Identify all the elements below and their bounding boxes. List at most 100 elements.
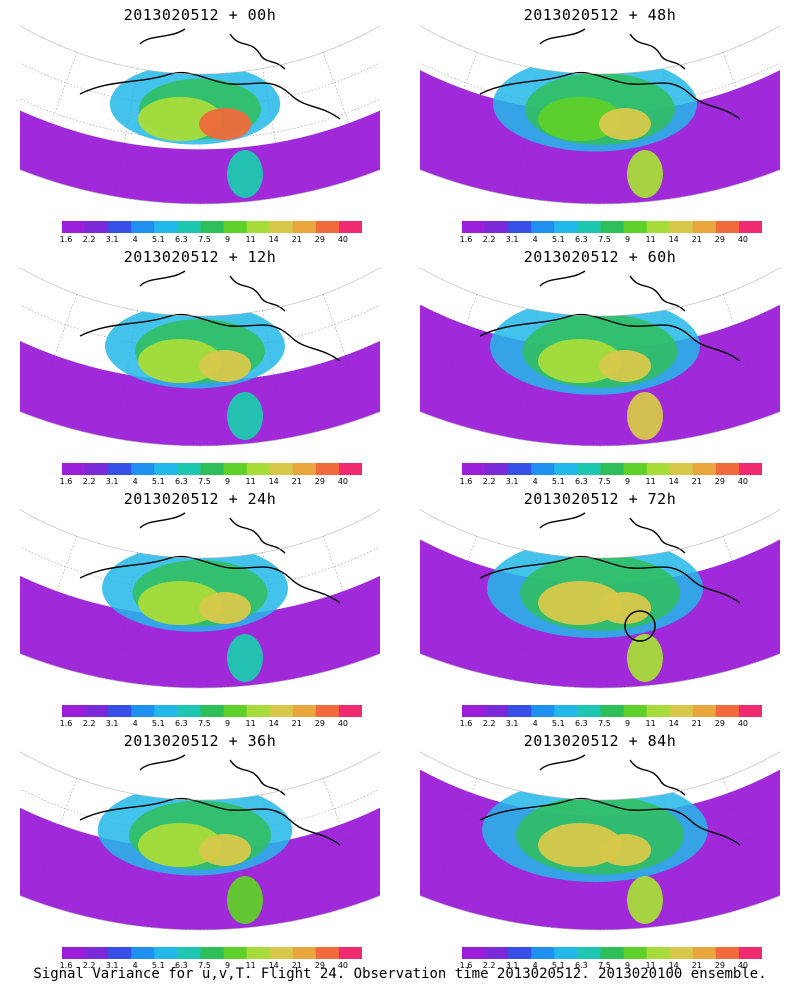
variance-field bbox=[20, 303, 380, 446]
coastline bbox=[79, 270, 341, 362]
colorbar-tick-label: 11 bbox=[645, 961, 656, 970]
forecast-panel: 2013020512 + 48h 1.6 2.2 3.1 4 5.1 6.3 7.5 9 11 14… bbox=[400, 0, 800, 246]
colorbar-tick-label: 1.6 bbox=[459, 719, 473, 728]
colorbar-swatch bbox=[85, 221, 109, 233]
colorbar-tick-label: 1.6 bbox=[459, 477, 473, 486]
colorbar-tick-label: 21 bbox=[691, 235, 702, 244]
colorbar-swatch bbox=[623, 463, 648, 475]
colorbar-swatch bbox=[485, 947, 509, 959]
colorbar-tick-label: 6.3 bbox=[175, 235, 188, 244]
colorbar-swatch bbox=[462, 463, 486, 475]
colorbar-swatch bbox=[62, 463, 86, 475]
variance-field bbox=[20, 63, 380, 204]
colorbar-swatch bbox=[85, 705, 109, 717]
colorbar-tick-label: 4 bbox=[132, 477, 138, 486]
colorbar-swatch bbox=[738, 705, 762, 717]
colorbar-tick-label: 5.1 bbox=[551, 477, 565, 486]
colorbar-tick-label: 5.1 bbox=[151, 961, 165, 970]
variance-map-60h bbox=[420, 267, 780, 447]
variance-blob bbox=[227, 876, 263, 924]
colorbar-tick-label: 7.5 bbox=[198, 719, 211, 728]
variance-blob bbox=[199, 350, 251, 382]
colorbar-tick-label: 29 bbox=[714, 477, 725, 486]
colorbar-tick-label: 40 bbox=[737, 477, 749, 486]
colorbar-tick-label: 3.1 bbox=[105, 235, 119, 244]
colorbar-swatch bbox=[531, 221, 555, 233]
colorbar-tick-label: 3.1 bbox=[505, 719, 519, 728]
variance-field bbox=[20, 784, 380, 930]
colorbar-swatch bbox=[462, 947, 486, 959]
colorbar-tick-label: 29 bbox=[314, 235, 325, 244]
colorbar-tick-label: 7.5 bbox=[598, 719, 611, 728]
colorbar-swatch bbox=[338, 221, 362, 233]
colorbar-swatch bbox=[531, 463, 555, 475]
colorbar-tick-label: 2.2 bbox=[82, 477, 96, 486]
colorbar-tick-label: 11 bbox=[245, 235, 256, 244]
coastline bbox=[479, 512, 741, 604]
coastline bbox=[79, 512, 341, 604]
colorbar-tick-label: 1.6 bbox=[59, 719, 73, 728]
colorbar-tick-label: 40 bbox=[337, 477, 349, 486]
colorbar-swatch bbox=[692, 947, 717, 959]
forecast-panel: 2013020512 + 60h 1.6 2.2 3.1 4 5.1 6.3 7.5 9 11 14… bbox=[400, 242, 800, 488]
colorbar-swatch bbox=[292, 463, 317, 475]
colorbar-tick-label: 21 bbox=[291, 235, 302, 244]
variance-blob bbox=[199, 592, 251, 624]
colorbar-tick-label: 40 bbox=[337, 961, 349, 970]
colorbar-tick-label: 14 bbox=[668, 235, 679, 244]
colorbar-tick-label: 21 bbox=[291, 961, 302, 970]
colorbar-swatch bbox=[292, 221, 317, 233]
colorbar-tick-label: 29 bbox=[314, 719, 325, 728]
colorbar-tick-label: 6.3 bbox=[175, 719, 188, 728]
colorbar-tick-label: 4 bbox=[532, 961, 538, 970]
colorbar-tick-label: 9 bbox=[624, 235, 631, 244]
colorbar-tick-label: 3.1 bbox=[505, 477, 519, 486]
colorbar-tick-label: 7.5 bbox=[198, 477, 211, 486]
colorbar-tick-label: 40 bbox=[337, 235, 349, 244]
colorbar-tick-label: 9 bbox=[624, 961, 631, 970]
colorbar bbox=[462, 947, 762, 959]
forecast-panel: 2013020512 + 12h 1.6 2.2 3.1 4 5.1 6.3 7.5 9 11 14… bbox=[0, 242, 400, 488]
colorbar-swatch bbox=[200, 463, 225, 475]
colorbar-tick-label: 14 bbox=[268, 961, 279, 970]
colorbar-tick-label: 21 bbox=[691, 719, 702, 728]
colorbar-swatch bbox=[269, 947, 294, 959]
colorbar-labels: 1.6 2.2 3.1 4 5.1 6.3 7.5 9 11 14 21 29 40 bbox=[459, 719, 762, 731]
colorbar-swatch bbox=[269, 705, 294, 717]
colorbar-swatch bbox=[531, 947, 555, 959]
variance-blob bbox=[627, 392, 663, 440]
colorbar-tick-label: 11 bbox=[645, 719, 656, 728]
figure-caption: Signal Variance for u,v,T. Flight 24. Ob… bbox=[33, 966, 767, 982]
colorbar-tick-label: 2.2 bbox=[482, 719, 496, 728]
colorbar-tick-label: 21 bbox=[291, 719, 302, 728]
colorbar-swatch bbox=[200, 705, 225, 717]
colorbar bbox=[462, 705, 762, 717]
colorbar-tick-label: 1.6 bbox=[59, 961, 73, 970]
colorbar-swatch bbox=[646, 221, 671, 233]
colorbar-swatch bbox=[669, 947, 694, 959]
colorbar-swatch bbox=[246, 705, 271, 717]
colorbar-tick-label: 11 bbox=[245, 719, 256, 728]
panel-title: 2013020512 + 24h bbox=[123, 490, 277, 508]
colorbar-tick-label: 2.2 bbox=[82, 961, 96, 970]
colorbar-swatch bbox=[131, 947, 155, 959]
colorbar-swatch bbox=[669, 705, 694, 717]
colorbar-tick-label: 6.3 bbox=[575, 235, 588, 244]
colorbar-swatch bbox=[577, 705, 601, 717]
colorbar-swatch bbox=[223, 705, 248, 717]
colorbar-labels: 1.6 2.2 3.1 4 5.1 6.3 7.5 9 11 14 21 29 40 bbox=[59, 719, 362, 731]
colorbar-swatch bbox=[715, 463, 740, 475]
colorbar-tick-label: 29 bbox=[714, 235, 725, 244]
colorbar-swatch bbox=[554, 705, 578, 717]
colorbar-labels: 1.6 2.2 3.1 4 5.1 6.3 7.5 9 11 14 21 29 40 bbox=[60, 477, 362, 489]
colorbar-swatch bbox=[462, 221, 486, 233]
colorbar-swatch bbox=[177, 221, 201, 233]
colorbar-swatch bbox=[738, 221, 762, 233]
colorbar-tick-label: 2.2 bbox=[482, 477, 496, 486]
colorbar-tick-label: 7.5 bbox=[598, 235, 611, 244]
colorbar-swatch bbox=[508, 705, 532, 717]
coastline bbox=[79, 28, 341, 120]
colorbar-swatch bbox=[108, 947, 132, 959]
variance-blob bbox=[599, 350, 651, 382]
colorbar-swatch bbox=[292, 705, 317, 717]
